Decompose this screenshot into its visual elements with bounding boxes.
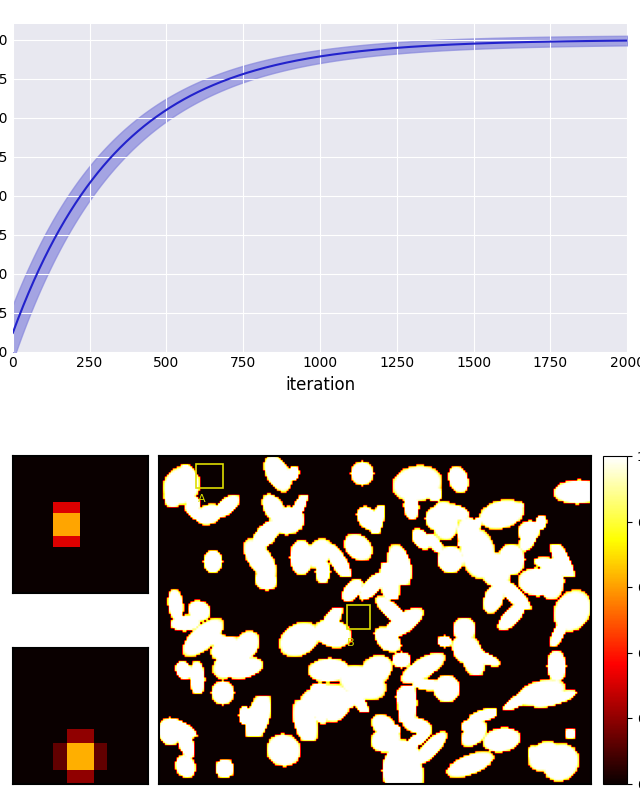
Bar <box>196 463 223 488</box>
Text: A: A <box>198 494 205 504</box>
Bar <box>347 605 371 630</box>
X-axis label: iteration: iteration <box>285 376 355 394</box>
Text: B: B <box>347 638 355 648</box>
